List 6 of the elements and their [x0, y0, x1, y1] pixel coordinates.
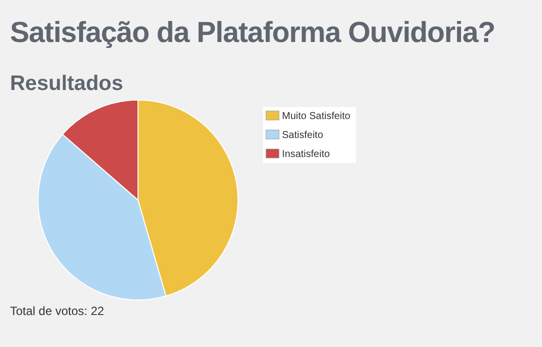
text: Total de votos: 22 [10, 304, 104, 318]
legend-label: Satisfeito [282, 130, 324, 141]
chart-title: Satisfação da Plataforma Ouvidoria? [10, 17, 496, 49]
legend-label: Muito Satisfeito [282, 111, 351, 122]
chart-subtitle: Resultados [10, 72, 124, 95]
legend-label: Insatisfeito [282, 149, 330, 160]
